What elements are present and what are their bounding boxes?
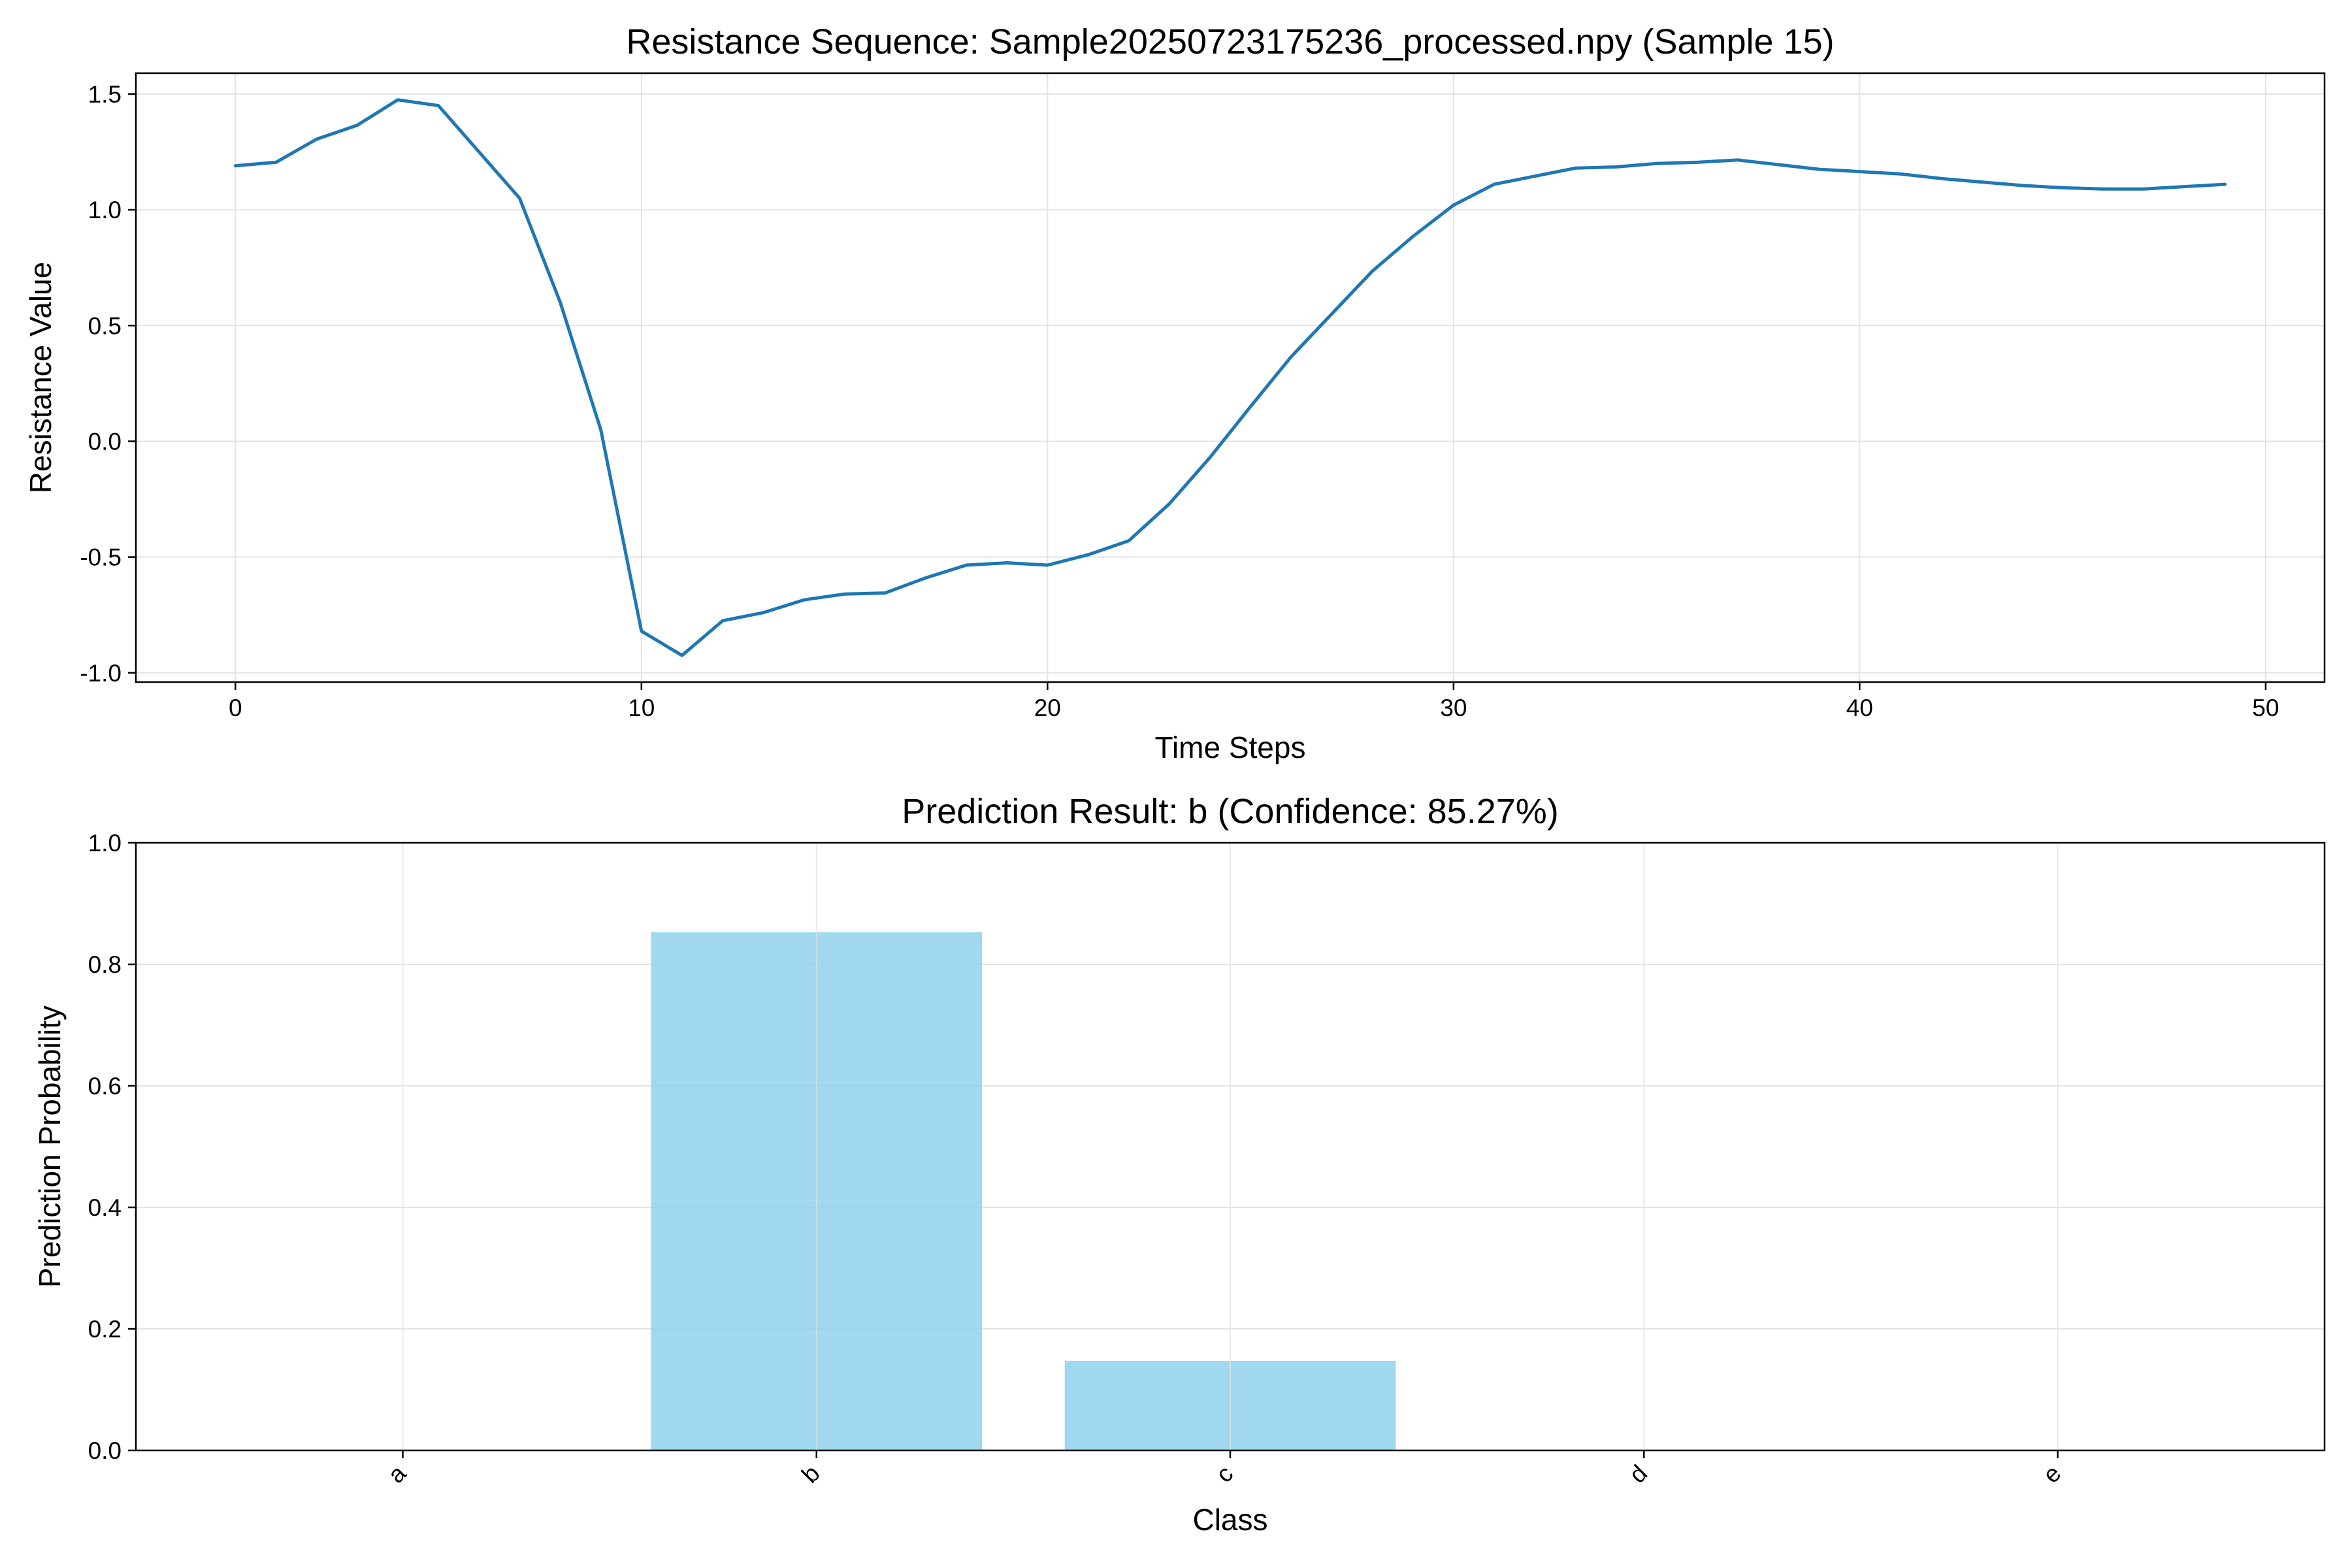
- y-tick-label: 1.5: [88, 81, 122, 108]
- y-tick-label: 1.0: [88, 197, 122, 223]
- x-tick-label: 10: [628, 694, 655, 721]
- y-tick-label: 0.2: [88, 1316, 122, 1343]
- bar-chart-grid-front: [402, 843, 2059, 1450]
- line-chart-grid: [136, 73, 2325, 682]
- bar-chart-title: Prediction Result: b (Confidence: 85.27%…: [902, 792, 1559, 831]
- line-chart-title: Resistance Sequence: Sample2025072317523…: [626, 22, 1834, 61]
- line-chart-x-ticks: 0 10 20 30 40 50: [229, 682, 2279, 721]
- line-chart-y-axis-label: Resistance Value: [24, 262, 57, 494]
- line-chart-x-axis-label: Time Steps: [1155, 730, 1306, 764]
- y-tick-label: -0.5: [80, 544, 122, 571]
- x-tick-label: 20: [1034, 694, 1061, 721]
- y-tick-label: 0.6: [88, 1073, 122, 1100]
- resistance-line-chart: 0 10 20 30 40 50 -1.0 -0.5 0.0 0.5 1.0 1.5 Resista…: [24, 22, 2326, 764]
- line-chart-y-ticks: -1.0 -0.5 0.0 0.5 1.0 1.5: [80, 81, 136, 687]
- y-tick-label: 0.0: [88, 428, 122, 455]
- resistance-series-line: [233, 98, 2227, 657]
- y-tick-label: 1.0: [88, 830, 122, 857]
- bar-chart-y-axis-label: Prediction Probability: [33, 1005, 67, 1288]
- y-tick-label: 0.0: [88, 1437, 122, 1464]
- line-chart-frame: [135, 72, 2326, 683]
- y-tick-label: -1.0: [80, 660, 122, 687]
- bar-chart-x-axis-label: Class: [1192, 1503, 1267, 1537]
- y-tick-label: 0.8: [88, 951, 122, 978]
- x-tick-label: 40: [1846, 694, 1873, 721]
- y-tick-label: 0.5: [88, 312, 122, 339]
- y-tick-label: 0.4: [88, 1194, 122, 1221]
- x-tick-label: 30: [1440, 694, 1467, 721]
- bar-chart-y-ticks: 0.0 0.2 0.4 0.6 0.8 1.0: [88, 830, 136, 1464]
- x-tick-label: 50: [2252, 694, 2279, 721]
- x-tick-label: 0: [229, 694, 242, 721]
